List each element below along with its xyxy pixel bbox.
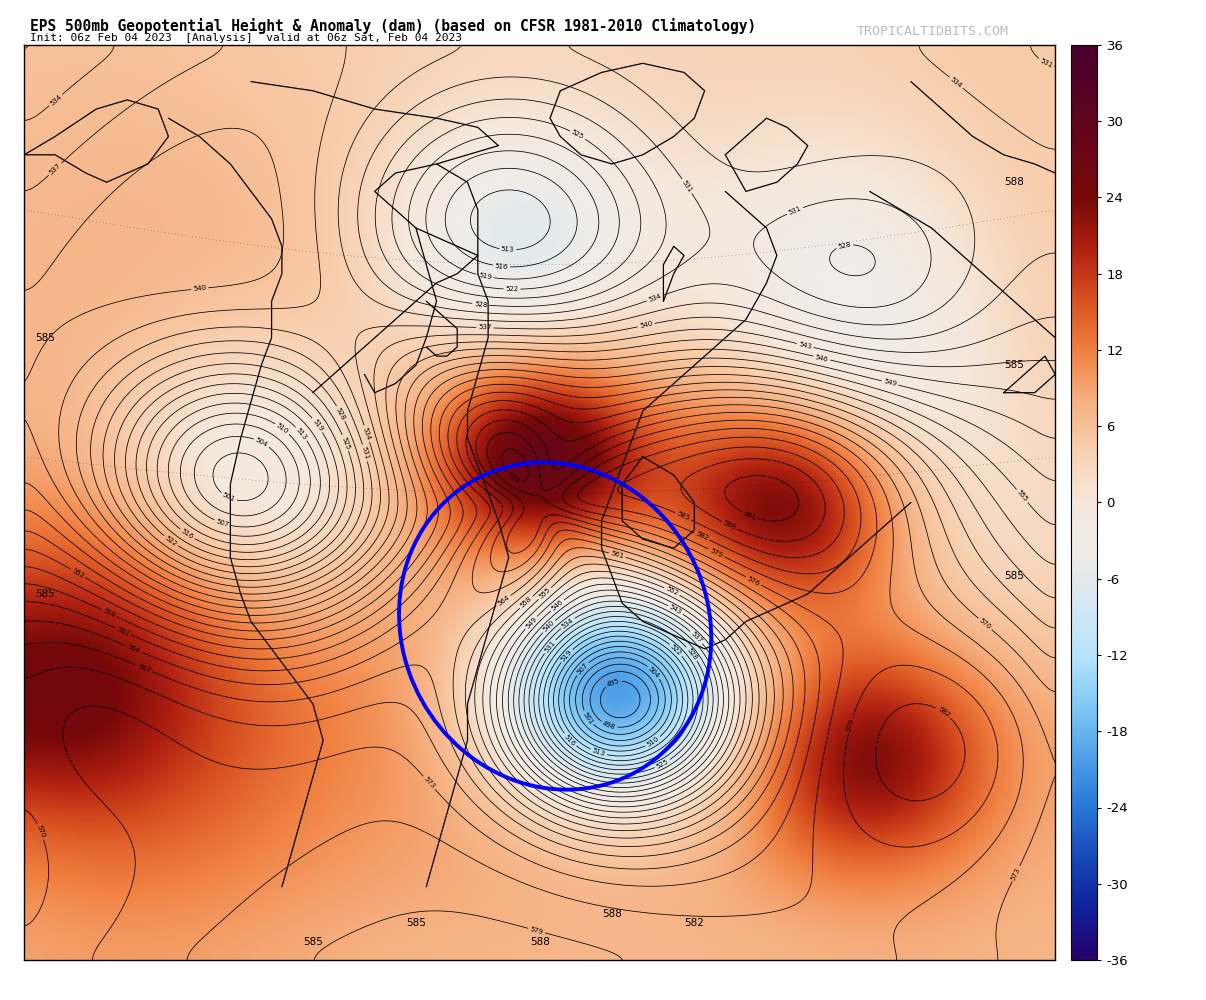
- Text: 513: 513: [500, 246, 515, 253]
- Text: 585: 585: [35, 333, 54, 343]
- Text: 537: 537: [690, 630, 703, 644]
- Text: 501: 501: [581, 711, 595, 725]
- Text: 516: 516: [563, 733, 576, 747]
- Text: 579: 579: [709, 547, 724, 558]
- Text: 549: 549: [883, 378, 897, 387]
- Text: 519: 519: [311, 418, 324, 432]
- Text: 513: 513: [295, 427, 309, 441]
- Text: 573: 573: [422, 776, 435, 790]
- Text: 540: 540: [639, 321, 654, 329]
- Text: 540: 540: [543, 620, 556, 633]
- Text: 531: 531: [543, 639, 556, 654]
- Text: 588: 588: [602, 909, 622, 919]
- Text: 564: 564: [127, 644, 141, 654]
- Text: 519: 519: [478, 272, 492, 281]
- Text: 582: 582: [695, 531, 709, 542]
- Text: EPS 500mb Geopotential Height & Anomaly (dam) (based on CFSR 1981-2010 Climatolo: EPS 500mb Geopotential Height & Anomaly …: [30, 18, 756, 34]
- Text: 579: 579: [507, 472, 521, 484]
- Text: 543: 543: [798, 341, 813, 350]
- Text: 573: 573: [1011, 866, 1021, 881]
- Text: 531: 531: [681, 179, 693, 193]
- Text: 555: 555: [1015, 489, 1029, 503]
- Text: 519: 519: [560, 649, 573, 663]
- Text: 507: 507: [575, 661, 590, 675]
- Text: 585: 585: [303, 937, 323, 947]
- Text: 510: 510: [645, 736, 660, 748]
- Text: 585: 585: [1005, 360, 1024, 370]
- Text: 522: 522: [505, 286, 519, 292]
- Text: 531: 531: [361, 446, 370, 460]
- Text: 537: 537: [478, 324, 492, 331]
- Text: 534: 534: [648, 293, 662, 303]
- Text: 504: 504: [648, 665, 661, 679]
- Text: 522: 522: [164, 535, 178, 547]
- Text: 591: 591: [742, 510, 756, 521]
- Text: 585: 585: [35, 589, 54, 599]
- Text: 561: 561: [116, 626, 130, 637]
- Text: 510: 510: [275, 422, 289, 435]
- Text: 534: 534: [362, 427, 371, 441]
- Text: 534: 534: [949, 76, 964, 89]
- Text: 558: 558: [520, 596, 533, 609]
- Text: 531: 531: [1038, 58, 1053, 69]
- Text: 528: 528: [335, 406, 346, 421]
- Text: 537: 537: [48, 162, 62, 176]
- Text: 525: 525: [655, 758, 669, 770]
- Text: 507: 507: [215, 518, 230, 528]
- Text: 558: 558: [101, 608, 116, 619]
- Text: 531: 531: [788, 205, 802, 216]
- Text: 528: 528: [685, 647, 698, 661]
- Text: 570: 570: [978, 617, 993, 631]
- Text: 546: 546: [550, 599, 564, 612]
- Text: 525: 525: [570, 129, 585, 141]
- Text: 504: 504: [254, 437, 269, 448]
- Text: 513: 513: [591, 747, 605, 757]
- Text: 564: 564: [497, 594, 510, 607]
- Text: 528: 528: [474, 301, 487, 308]
- Text: 561: 561: [610, 550, 625, 560]
- Text: Init: 06z Feb 04 2023  [Analysis]  valid at 06z Sat, Feb 04 2023: Init: 06z Feb 04 2023 [Analysis] valid a…: [30, 33, 462, 43]
- Text: 525: 525: [340, 436, 351, 450]
- Text: 534: 534: [561, 617, 575, 630]
- Text: 588: 588: [529, 937, 550, 947]
- Text: 516: 516: [180, 528, 194, 540]
- Text: 588: 588: [1005, 177, 1024, 187]
- Text: 579: 579: [529, 926, 544, 935]
- Text: 567: 567: [137, 663, 152, 674]
- Text: 588: 588: [722, 520, 737, 531]
- Text: 540: 540: [193, 285, 206, 292]
- Text: TROPICALTIDBITS.COM: TROPICALTIDBITS.COM: [856, 25, 1008, 38]
- Text: 552: 552: [665, 586, 679, 597]
- Text: 543: 543: [668, 604, 683, 616]
- Text: 552: 552: [71, 567, 86, 579]
- Text: 516: 516: [494, 263, 509, 270]
- Text: 585: 585: [1005, 571, 1024, 581]
- Text: 534: 534: [48, 93, 63, 107]
- Text: 498: 498: [602, 720, 616, 730]
- Text: 555: 555: [538, 587, 551, 600]
- Text: 585: 585: [406, 918, 426, 928]
- Text: 585: 585: [675, 511, 690, 522]
- Text: 528: 528: [837, 241, 851, 250]
- Text: 546: 546: [814, 354, 829, 362]
- Text: 522: 522: [669, 643, 683, 657]
- Text: 549: 549: [525, 616, 538, 629]
- Text: 576: 576: [747, 575, 761, 587]
- Text: 582: 582: [685, 918, 704, 928]
- Text: 570: 570: [35, 824, 46, 839]
- Text: 579: 579: [845, 718, 855, 733]
- Text: 495: 495: [605, 677, 620, 688]
- Text: 501: 501: [222, 492, 236, 503]
- Text: 582: 582: [937, 706, 950, 719]
